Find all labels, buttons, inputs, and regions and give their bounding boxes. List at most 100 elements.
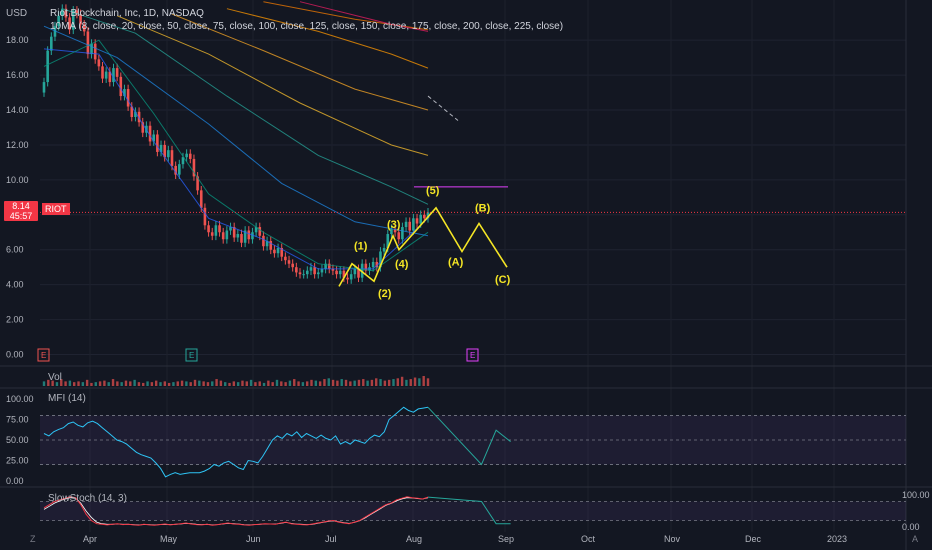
mfi-line	[43, 406, 429, 478]
candle	[104, 71, 108, 79]
stoch-k-line	[43, 496, 429, 526]
candle	[71, 10, 75, 30]
candle	[375, 261, 379, 268]
currency-label: USD	[6, 8, 28, 19]
zoom-icon: Z	[30, 534, 36, 544]
candle	[401, 227, 404, 240]
volume-bar	[327, 378, 330, 386]
volume-bar	[305, 381, 309, 386]
volume-bar	[133, 379, 136, 386]
x-tick-label: Jul	[325, 534, 337, 544]
volume-bar	[310, 379, 313, 386]
volume-bar	[400, 376, 404, 386]
mfi-tick-label: 25.00	[6, 455, 29, 465]
candle	[280, 247, 284, 257]
volume-bar	[219, 380, 223, 386]
volume-bar	[185, 381, 188, 386]
wave-label: (2)	[378, 288, 392, 300]
wave-label: (B)	[475, 203, 491, 215]
candle	[295, 267, 298, 273]
volume-bar	[375, 378, 378, 386]
moving-average-line	[299, 1, 429, 32]
candle	[320, 268, 324, 273]
candle	[287, 260, 291, 264]
candle	[75, 10, 79, 14]
mfi-label[interactable]: MFI (14)	[48, 393, 86, 404]
candle	[178, 164, 181, 175]
candle	[236, 234, 240, 238]
ma-extension-dashed	[427, 95, 459, 121]
candle	[419, 214, 422, 224]
candle	[276, 247, 280, 254]
candle	[415, 218, 419, 224]
candle	[426, 212, 430, 219]
symbol-title[interactable]: Riot Blockchain, Inc, 1D, NASDAQ	[50, 8, 204, 19]
candle	[174, 165, 177, 175]
volume-bar	[42, 381, 46, 386]
volume-bar	[241, 380, 244, 386]
candle	[108, 71, 112, 83]
volume-bar	[167, 382, 171, 386]
volume-bar	[336, 380, 339, 386]
volume-bar	[176, 381, 179, 386]
candle	[404, 221, 408, 228]
y-tick-label: 0.00	[6, 350, 24, 360]
volume-bar	[249, 379, 253, 386]
moving-average-line	[43, 48, 429, 270]
mfi-tick-label: 0.00	[6, 476, 24, 486]
candle	[360, 263, 364, 278]
y-tick-label: 10.00	[6, 175, 29, 185]
volume-bar	[150, 382, 154, 386]
candle	[192, 158, 196, 177]
y-tick-label: 16.00	[6, 70, 29, 80]
candle	[148, 125, 152, 142]
last-price-badge: 8.14 45:57	[4, 201, 38, 221]
moving-average-line	[116, 15, 429, 156]
candle	[134, 111, 137, 118]
stoch-label[interactable]: SlowStoch (14, 3)	[48, 493, 127, 504]
volume-bar	[236, 382, 240, 386]
volume-bar	[55, 382, 59, 386]
y-tick-label: 2.00	[6, 315, 24, 325]
stoch-projection-arrow	[427, 496, 511, 525]
volume-bar	[228, 382, 231, 386]
candle	[364, 263, 368, 271]
volume-bar	[94, 382, 97, 386]
candle	[284, 256, 287, 261]
volume-label[interactable]: Vol	[48, 372, 62, 383]
candle	[159, 144, 163, 152]
candle	[90, 43, 93, 55]
candle	[382, 247, 386, 252]
volume-bar	[254, 382, 257, 386]
earnings-marker-letter: E	[189, 351, 194, 360]
mfi-tick-label: 50.00	[6, 435, 29, 445]
auto-scale-icon: A	[912, 534, 918, 544]
candle	[423, 214, 426, 219]
candle	[50, 36, 53, 51]
candle	[119, 76, 123, 97]
candle	[390, 228, 393, 235]
candle	[247, 230, 251, 240]
candle	[86, 31, 90, 55]
x-tick-label: Sep	[498, 534, 514, 544]
candle	[126, 89, 130, 107]
volume-bar	[370, 379, 374, 386]
y-tick-label: 6.00	[6, 245, 24, 255]
candle	[306, 270, 309, 275]
volume-bar	[275, 379, 279, 386]
volume-bar	[193, 379, 197, 386]
moving-averages-legend[interactable]: 10MA (8, close, 20, close, 50, close, 75…	[50, 21, 564, 32]
volume-bar	[206, 382, 210, 386]
wave-label: (A)	[448, 256, 464, 268]
volume-bar	[426, 378, 430, 386]
volume-bar	[293, 379, 296, 386]
x-tick-label: Apr	[83, 534, 97, 544]
candle	[167, 150, 170, 158]
volume-bar	[159, 382, 162, 386]
volume-bar	[288, 380, 292, 386]
volume-bar	[262, 382, 266, 386]
candle	[265, 241, 269, 247]
volume-bar	[418, 378, 421, 386]
earnings-marker	[37, 348, 50, 362]
